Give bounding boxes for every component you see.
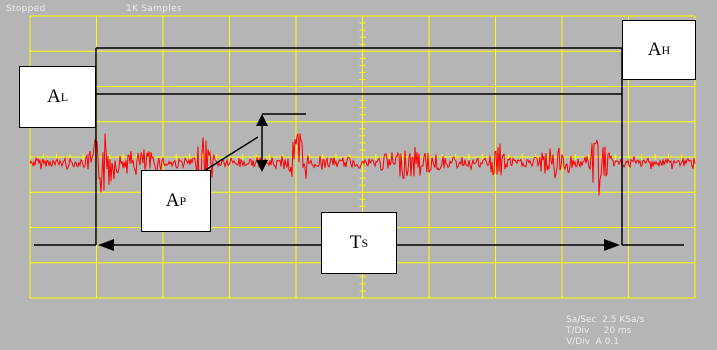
- volt-div-readout: V/Div A 0.1: [566, 337, 619, 347]
- acquisition-status: Stopped: [6, 4, 46, 14]
- ts-arrowhead-right: [604, 239, 620, 251]
- a-high-main: A: [647, 39, 662, 60]
- signal-trace: [29, 133, 696, 196]
- a-peak-main: A: [165, 190, 180, 211]
- grid: [29, 15, 696, 299]
- ap-arrowhead-down: [256, 160, 268, 172]
- t-span-main: T: [349, 232, 362, 253]
- t-span-sub: S: [361, 235, 369, 250]
- ap-arrowhead-up: [256, 114, 268, 126]
- time-div-readout: T/Div 20 ms: [566, 326, 632, 336]
- a-low-sub: L: [60, 89, 69, 104]
- a-low-main: A: [46, 86, 61, 107]
- sample-rate-readout: Sa/Sec 2.5 KSa/s: [566, 315, 645, 325]
- ts-arrowhead-left: [98, 239, 114, 251]
- a-high-sub: H: [661, 42, 671, 57]
- ap-leader-line: [195, 136, 259, 177]
- sample-count: 1K Samples: [126, 4, 182, 14]
- a-peak-sub: P: [179, 193, 187, 208]
